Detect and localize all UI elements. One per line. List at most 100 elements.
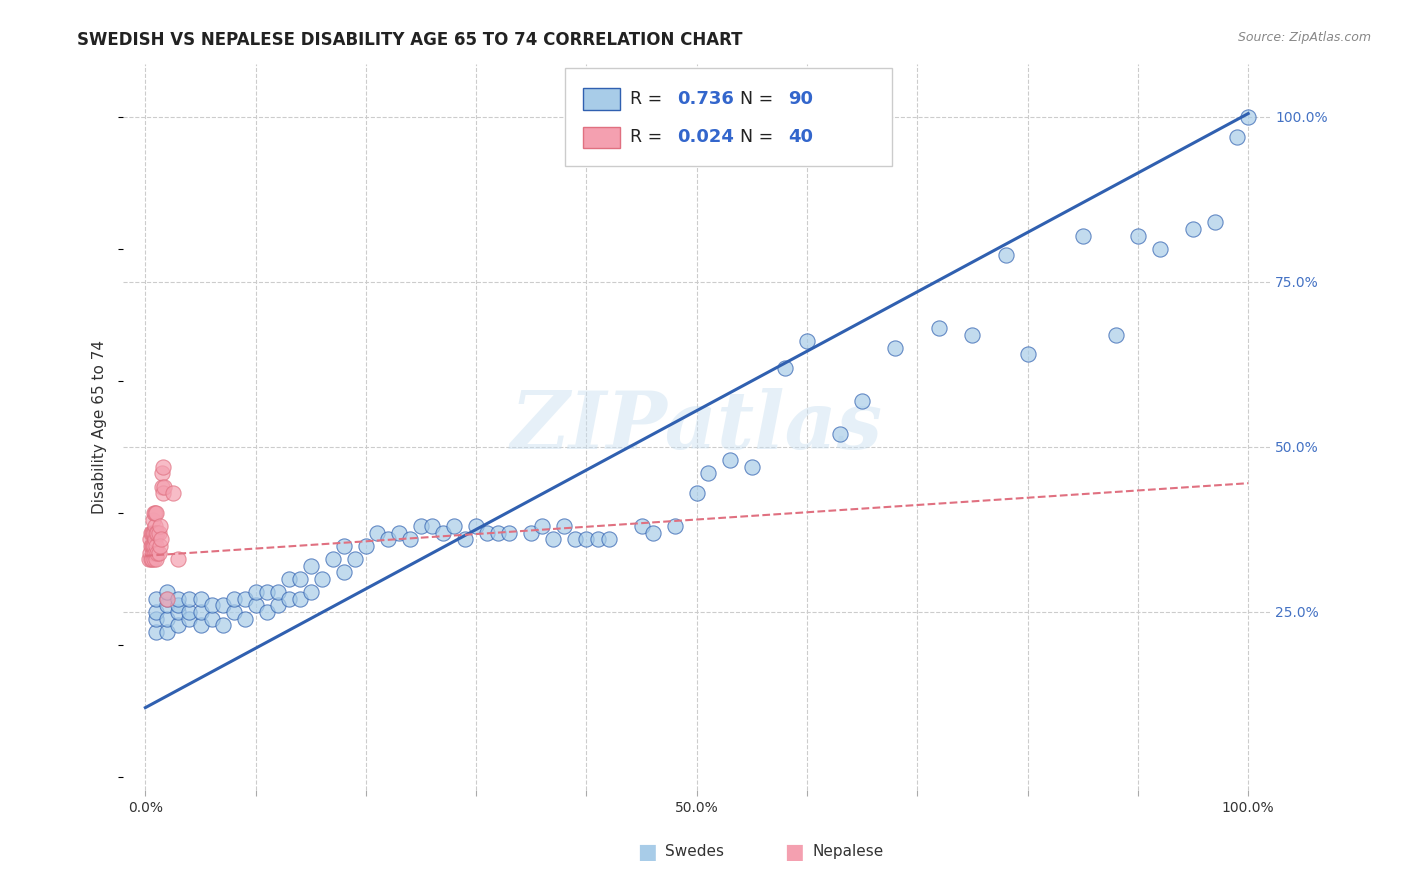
Point <box>152 459 174 474</box>
Text: ■: ■ <box>785 842 804 862</box>
Point <box>145 611 167 625</box>
Point <box>543 533 565 547</box>
Point <box>141 552 163 566</box>
Point <box>1149 242 1171 256</box>
Point <box>139 533 162 547</box>
Point <box>696 467 718 481</box>
Point <box>143 519 166 533</box>
Y-axis label: Disability Age 65 to 74: Disability Age 65 to 74 <box>93 340 107 514</box>
Point <box>630 519 652 533</box>
Point <box>322 552 344 566</box>
Point <box>222 591 245 606</box>
Point <box>233 591 256 606</box>
Text: R =: R = <box>630 128 668 146</box>
Point <box>354 539 377 553</box>
Point <box>288 591 311 606</box>
Point <box>145 624 167 639</box>
Point <box>333 566 356 580</box>
Point <box>267 585 290 599</box>
Point <box>343 552 366 566</box>
Point <box>149 519 172 533</box>
Point <box>179 605 201 619</box>
Text: 90: 90 <box>789 90 814 108</box>
Point <box>200 611 222 625</box>
Point <box>598 533 620 547</box>
Point <box>142 525 165 540</box>
Point <box>145 539 167 553</box>
Point <box>145 605 167 619</box>
Point <box>145 552 167 566</box>
Point <box>167 599 190 613</box>
Point <box>1226 129 1249 144</box>
Point <box>311 572 333 586</box>
Point <box>145 506 167 520</box>
Point <box>256 605 278 619</box>
Point <box>141 539 163 553</box>
Point <box>146 525 169 540</box>
Point <box>143 506 166 520</box>
FancyBboxPatch shape <box>583 88 620 110</box>
Point <box>277 572 299 586</box>
Point <box>564 533 586 547</box>
Point <box>1071 228 1094 243</box>
Text: N =: N = <box>741 128 779 146</box>
Point <box>773 360 796 375</box>
Point <box>277 591 299 606</box>
Point <box>145 591 167 606</box>
Text: Nepalese: Nepalese <box>813 845 884 859</box>
Point <box>146 545 169 559</box>
Point <box>420 519 443 533</box>
Point <box>851 393 873 408</box>
Point <box>245 585 267 599</box>
Point <box>167 605 190 619</box>
Point <box>143 525 166 540</box>
Point <box>366 525 388 540</box>
Point <box>152 486 174 500</box>
Point <box>139 552 162 566</box>
Point <box>139 545 162 559</box>
Point <box>156 611 179 625</box>
Point <box>477 525 499 540</box>
Point <box>388 525 411 540</box>
Point <box>179 611 201 625</box>
Point <box>222 605 245 619</box>
Point <box>143 506 166 520</box>
Point <box>190 605 212 619</box>
Point <box>741 459 763 474</box>
Text: ■: ■ <box>637 842 657 862</box>
Point <box>586 533 609 547</box>
Point <box>139 525 162 540</box>
Point <box>928 321 950 335</box>
Point <box>143 539 166 553</box>
Point <box>211 599 233 613</box>
Point <box>138 552 160 566</box>
Point <box>962 327 984 342</box>
Text: N =: N = <box>741 90 779 108</box>
Point <box>333 539 356 553</box>
Point <box>641 525 664 540</box>
Text: 0.736: 0.736 <box>678 90 734 108</box>
Point <box>148 545 170 559</box>
Text: 0.024: 0.024 <box>678 128 734 146</box>
Point <box>167 591 190 606</box>
Point <box>796 334 818 349</box>
Point <box>267 599 290 613</box>
Point <box>884 341 907 355</box>
Point <box>150 467 173 481</box>
Point <box>200 599 222 613</box>
Point <box>142 539 165 553</box>
Point <box>520 525 543 540</box>
Point <box>256 585 278 599</box>
Point <box>498 525 520 540</box>
Point <box>149 539 172 553</box>
Point <box>167 618 190 632</box>
Point <box>1126 228 1149 243</box>
Point <box>142 512 165 526</box>
Point <box>718 453 741 467</box>
Point <box>156 591 179 606</box>
Point <box>148 525 170 540</box>
Point <box>288 572 311 586</box>
Point <box>686 486 709 500</box>
Point <box>299 585 322 599</box>
Point <box>1182 222 1205 236</box>
